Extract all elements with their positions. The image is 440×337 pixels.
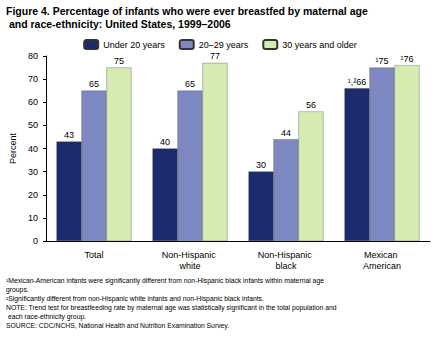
svg-text:and race-ethnicity: United Sta: and race-ethnicity: United States, 1999–… (6, 18, 231, 30)
svg-text:each race-ethnicity group.: each race-ethnicity group. (6, 313, 86, 321)
svg-text:¹Mexican-American infants were: ¹Mexican-American infants were significa… (6, 277, 326, 285)
svg-text:20: 20 (28, 190, 38, 200)
svg-text:40: 40 (160, 137, 170, 147)
svg-text:SOURCE: CDC/NCHS, National Hea: SOURCE: CDC/NCHS, National Health and Nu… (6, 322, 229, 330)
svg-text:¹76: ¹76 (400, 54, 413, 64)
svg-text:10: 10 (28, 213, 38, 223)
svg-text:groups.: groups. (6, 286, 29, 294)
svg-text:65: 65 (185, 79, 195, 89)
svg-text:American: American (363, 261, 401, 271)
svg-text:¹75: ¹75 (375, 56, 388, 66)
svg-text:¹,²66: ¹,²66 (348, 77, 367, 87)
svg-text:40: 40 (28, 144, 38, 154)
svg-text:30: 30 (256, 160, 266, 170)
svg-text:65: 65 (89, 79, 99, 89)
svg-text:20–29 years: 20–29 years (199, 40, 249, 50)
svg-text:43: 43 (64, 130, 74, 140)
svg-text:Mexican: Mexican (364, 250, 400, 260)
svg-text:Percent: Percent (8, 132, 18, 164)
svg-text:Under 20 years: Under 20 years (103, 40, 165, 50)
svg-text:white: white (178, 261, 200, 271)
svg-text:black: black (275, 261, 297, 271)
svg-text:30: 30 (28, 167, 38, 177)
svg-text:77: 77 (210, 51, 220, 61)
svg-text:60: 60 (28, 97, 38, 107)
svg-text:NOTE: Trend test for breastfee: NOTE: Trend test for breastfeeding rate … (6, 304, 337, 312)
svg-text:0: 0 (33, 236, 38, 246)
svg-text:70: 70 (28, 74, 38, 84)
svg-text:²Significantly different from: ²Significantly different from non-Hispan… (6, 295, 264, 303)
svg-text:75: 75 (114, 56, 124, 66)
svg-text:44: 44 (281, 128, 291, 138)
svg-text:30 years and older: 30 years and older (282, 40, 357, 50)
svg-text:80: 80 (28, 51, 38, 61)
svg-text:Figure 4. Percentage of infant: Figure 4. Percentage of infants who were… (6, 5, 368, 17)
svg-text:Non-Hispanic: Non-Hispanic (258, 250, 315, 260)
svg-text:Total: Total (84, 250, 103, 260)
svg-text:50: 50 (28, 120, 38, 130)
svg-text:Non-Hispanic: Non-Hispanic (162, 250, 219, 260)
svg-text:56: 56 (306, 100, 316, 110)
